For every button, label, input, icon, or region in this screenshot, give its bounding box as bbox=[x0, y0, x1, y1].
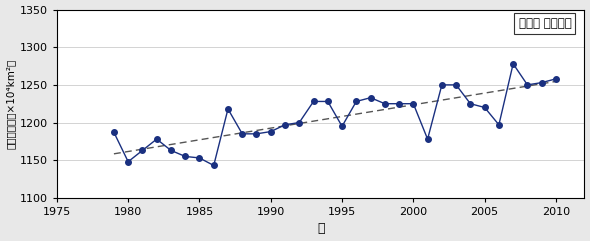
Text: 南極域 年平均値: 南極域 年平均値 bbox=[519, 17, 571, 30]
Y-axis label: 海氷域面積（×10⁴km²）: 海氷域面積（×10⁴km²） bbox=[5, 59, 15, 149]
X-axis label: 年: 年 bbox=[317, 222, 325, 235]
